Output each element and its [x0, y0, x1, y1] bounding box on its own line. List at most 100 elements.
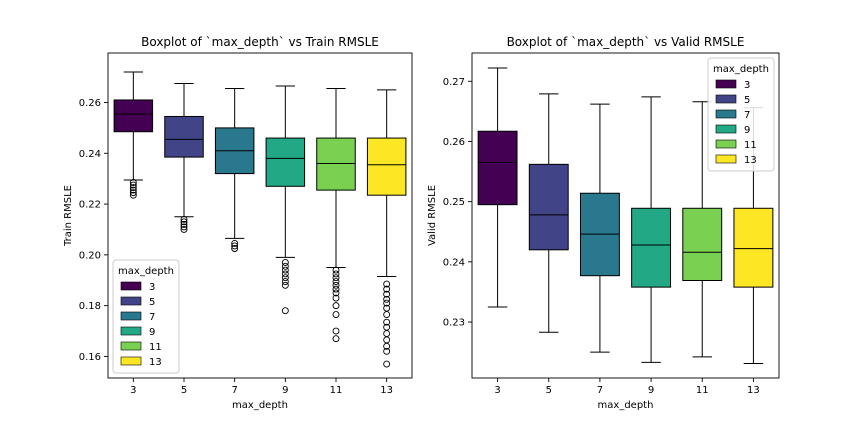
- y-axis-label: Valid RMSLE: [427, 185, 438, 246]
- legend: max_depth 3 5 7 9 11 13: [112, 259, 180, 374]
- outlier-point: [180, 223, 188, 231]
- outlier-point: [231, 239, 239, 247]
- outlier-point: [281, 259, 289, 266]
- legend-label-5: 5: [744, 95, 750, 106]
- outlier-point: [129, 191, 137, 199]
- box-9: [631, 96, 672, 363]
- outlier-point: [332, 278, 340, 285]
- outlier-point: [332, 302, 340, 310]
- outlier-point: [129, 181, 137, 189]
- box-9: [265, 85, 306, 315]
- legend-swatch-9: [715, 124, 737, 134]
- x-tick-label: 11: [696, 385, 709, 396]
- outlier-point: [180, 220, 188, 228]
- axes-frame: [107, 52, 413, 379]
- outlier-point: [281, 281, 289, 289]
- iqr-box: [366, 137, 407, 196]
- outlier-point: [332, 270, 340, 278]
- outlier-point: [383, 336, 391, 344]
- legend-title: max_depth: [118, 266, 174, 277]
- legend-label-11: 11: [149, 342, 162, 353]
- y-tick-label: 0.18: [79, 301, 101, 312]
- outlier-point: [332, 266, 340, 274]
- outlier-point: [281, 262, 289, 270]
- outlier-point: [129, 189, 137, 197]
- legend-swatch-3: [715, 79, 737, 89]
- outlier-point: [180, 218, 188, 226]
- outlier-point: [281, 270, 289, 278]
- legend-label-9: 9: [744, 125, 750, 136]
- x-tick-label: 5: [546, 385, 552, 396]
- box-11: [682, 101, 723, 358]
- outlier-point: [231, 245, 239, 252]
- iqr-box: [733, 207, 774, 288]
- iqr-box: [631, 207, 672, 288]
- legend-swatch-9: [120, 326, 142, 336]
- iqr-box: [265, 137, 306, 187]
- legend-label-5: 5: [149, 297, 155, 308]
- x-axis-label: max_depth: [232, 400, 288, 411]
- outlier-point: [383, 290, 391, 298]
- outlier-point: [180, 226, 188, 233]
- x-tick-label: 9: [648, 385, 654, 396]
- outlier-point: [281, 274, 289, 282]
- x-axis-label: max_depth: [598, 400, 654, 411]
- chart-panel-2: Boxplot of `max_depth` vs Valid RMSLE 0.2…: [427, 35, 780, 411]
- iqr-box: [316, 137, 356, 191]
- x-tick-label: 7: [597, 385, 603, 396]
- legend-swatch-7: [715, 109, 737, 119]
- axes-frame: [471, 52, 780, 379]
- chart-panel-1: Boxplot of `max_depth` vs Train RMSLE 0.1…: [63, 35, 413, 411]
- legend-swatch-3: [120, 281, 142, 291]
- box-13: [366, 89, 407, 368]
- x-tick-label: 13: [380, 385, 393, 396]
- outlier-point: [129, 186, 137, 194]
- y-tick-label: 0.25: [443, 197, 465, 208]
- outlier-point: [383, 342, 391, 350]
- box-3: [113, 71, 154, 199]
- outlier-point: [180, 215, 188, 223]
- outlier-point: [383, 360, 391, 368]
- iqr-box: [113, 99, 154, 133]
- box-11: [316, 88, 356, 343]
- legend-swatch-5: [715, 94, 737, 104]
- outlier-point: [332, 294, 340, 302]
- x-tick-label: 7: [231, 385, 237, 396]
- outlier-point: [332, 274, 340, 282]
- legend-label-7: 7: [744, 110, 750, 121]
- legend-label-13: 13: [744, 155, 757, 166]
- legend-swatch-7: [120, 311, 142, 321]
- legend-swatch-5: [120, 296, 142, 306]
- box-5: [164, 82, 204, 233]
- y-tick-label: 0.23: [443, 318, 465, 329]
- outlier-point: [332, 311, 340, 318]
- legend-label-3: 3: [149, 282, 155, 293]
- box-7: [579, 103, 620, 353]
- outlier-point: [383, 285, 391, 293]
- outlier-point: [383, 311, 391, 318]
- y-tick-label: 0.16: [79, 352, 101, 363]
- box-5: [528, 93, 569, 333]
- outlier-point: [332, 281, 340, 289]
- outlier-point: [332, 285, 340, 293]
- outlier-point: [332, 327, 340, 335]
- y-tick-label: 0.24: [79, 149, 101, 160]
- x-tick-label: 9: [282, 385, 288, 396]
- chart-title: Boxplot of `max_depth` vs Train RMSLE: [141, 35, 379, 49]
- iqr-box: [477, 130, 518, 206]
- legend-swatch-11: [715, 139, 737, 149]
- legend: max_depth 3 5 7 9 11 13: [707, 57, 775, 172]
- y-axis-label: Train RMSLE: [63, 185, 74, 247]
- legend-label-9: 9: [149, 327, 155, 338]
- legend-label-13: 13: [149, 357, 162, 368]
- outlier-point: [383, 299, 391, 307]
- y-tick-label: 0.24: [443, 257, 465, 268]
- chart-title: Boxplot of `max_depth` vs Valid RMSLE: [507, 35, 745, 49]
- x-tick-label: 11: [330, 385, 343, 396]
- x-tick-label: 5: [181, 385, 187, 396]
- legend-label-11: 11: [744, 140, 757, 151]
- iqr-box: [528, 163, 569, 251]
- outlier-point: [281, 278, 289, 285]
- box-7: [214, 88, 255, 252]
- x-tick-label: 3: [494, 385, 500, 396]
